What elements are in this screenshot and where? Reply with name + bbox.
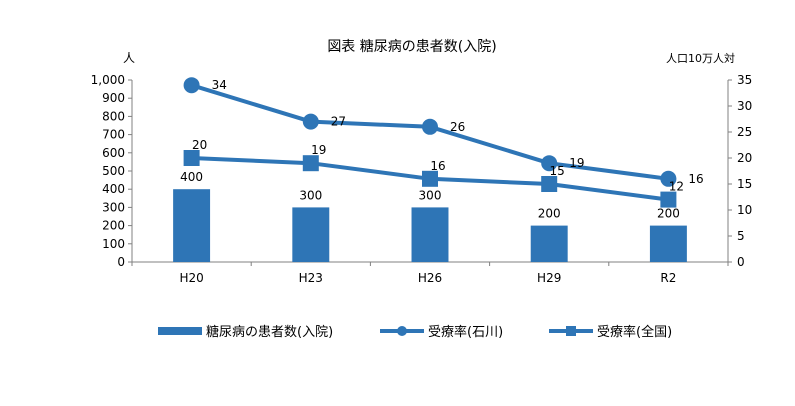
plot-area: 0 100 200 300 400 500 600 700 800 900 1,000 0 5 10 15 2…	[91, 73, 753, 285]
legend-item: 受療率(石川)	[380, 324, 503, 340]
left-tick-label: 900	[102, 91, 125, 105]
left-tick-label: 0	[117, 255, 125, 269]
point-data-label: 34	[212, 78, 227, 92]
point-data-label: 16	[430, 159, 445, 173]
x-tick-label: H23	[299, 271, 323, 285]
point-circle	[183, 77, 200, 94]
left-tick-label: 300	[102, 200, 125, 214]
point-square	[183, 150, 200, 166]
point-data-label: 15	[550, 164, 565, 178]
bar-data-label: 400	[180, 170, 203, 184]
legend-swatch-square	[566, 326, 576, 336]
bar-data-label: 300	[419, 188, 442, 202]
chart-title: 図表 糖尿病の患者数(入院)	[327, 39, 496, 55]
point-data-label: 12	[669, 180, 684, 194]
x-tick-label: R2	[660, 271, 676, 285]
right-tick-label: 25	[737, 125, 752, 139]
point-circle	[541, 155, 558, 172]
point-circle	[302, 113, 319, 130]
bar	[411, 207, 449, 262]
right-tick-label: 0	[737, 255, 745, 269]
point-square	[422, 170, 438, 187]
legend-label: 糖尿病の患者数(入院)	[206, 324, 333, 340]
left-axis-unit: 人	[123, 51, 135, 65]
left-tick-label: 600	[102, 146, 125, 160]
bar	[530, 225, 568, 262]
point-data-label: 16	[688, 172, 703, 186]
right-tick-label: 30	[737, 99, 752, 113]
left-tick-label: 100	[102, 237, 125, 251]
left-tick-label: 200	[102, 219, 125, 233]
legend-swatch-bar	[158, 327, 202, 335]
legend: 糖尿病の患者数(入院) 受療率(石川) 受療率(全国)	[158, 324, 672, 340]
right-tick-label: 15	[737, 177, 752, 191]
point-square	[541, 176, 558, 192]
point-square	[302, 155, 319, 172]
bar	[292, 207, 330, 262]
right-tick-label: 10	[737, 203, 752, 217]
x-tick-label: H26	[418, 271, 442, 285]
legend-label: 受療率(石川)	[428, 324, 503, 340]
left-tick-label: 400	[102, 182, 125, 196]
bar-data-label: 300	[299, 188, 322, 202]
right-axis-unit: 人口10万人対	[666, 51, 735, 65]
legend-swatch-circle	[397, 326, 407, 336]
point-data-label: 27	[331, 115, 346, 129]
right-tick-label: 5	[737, 229, 745, 243]
bar	[649, 225, 687, 262]
left-tick-label: 800	[102, 109, 125, 123]
legend-item: 受療率(全国)	[549, 324, 672, 340]
point-square	[660, 191, 677, 208]
legend-label: 受療率(全国)	[597, 324, 672, 340]
point-data-label: 19	[569, 156, 584, 170]
x-tick-label: H20	[179, 271, 203, 285]
point-circle	[422, 118, 438, 135]
left-tick-label: 500	[102, 164, 125, 178]
x-tick-label: H29	[537, 271, 561, 285]
point-data-label: 19	[311, 143, 326, 157]
point-circle	[660, 170, 677, 187]
point-data-label: 20	[192, 138, 207, 152]
point-data-label: 26	[450, 120, 465, 134]
left-tick-label: 700	[102, 128, 125, 142]
right-tick-label: 20	[737, 151, 752, 165]
left-tick-label: 1,000	[91, 73, 125, 87]
bar-data-label: 200	[538, 207, 561, 221]
legend-item: 糖尿病の患者数(入院)	[158, 324, 333, 340]
right-tick-label: 35	[737, 73, 752, 87]
bar	[173, 189, 211, 262]
bar-data-label: 200	[657, 207, 680, 221]
